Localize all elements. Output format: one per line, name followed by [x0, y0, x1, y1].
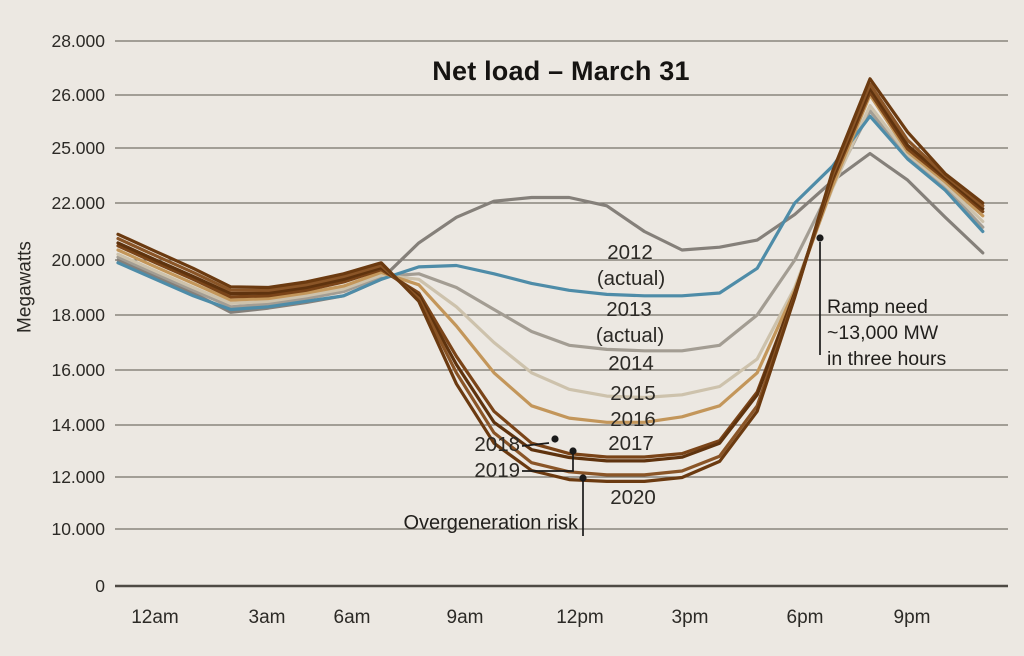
y-tick-label: 18.000 — [51, 305, 105, 325]
ramp-annotation-line: in three hours — [827, 348, 947, 370]
series-label-2014: 2014 — [608, 352, 654, 375]
y-tick-label: 20.000 — [51, 250, 105, 270]
y-tick-label: 14.000 — [51, 415, 105, 435]
series-label-2013-actual: (actual) — [595, 324, 665, 347]
x-tick-label: 6pm — [786, 607, 824, 628]
marker-dot-2020 — [579, 474, 587, 482]
x-tick-label: 3pm — [671, 607, 709, 628]
series-label-2015: 2015 — [610, 382, 656, 405]
marker-dot-ramp — [816, 234, 824, 242]
ramp-annotation: Ramp need ~13,000 MW in three hours — [827, 294, 997, 372]
x-tick-label: 12am — [131, 607, 179, 628]
ramp-annotation-line: Ramp need — [827, 296, 928, 318]
series-label-2016: 2016 — [610, 408, 656, 431]
y-tick-label: 28.000 — [51, 31, 105, 51]
x-tick-label: 9pm — [893, 607, 931, 628]
series-label-2020: 2020 — [610, 486, 656, 509]
callout-line-2018 — [521, 442, 550, 447]
y-axis-title: Megawatts — [14, 241, 36, 333]
x-tick-label: 6am — [333, 607, 371, 628]
series-label-2012-actual: (actual) — [596, 267, 666, 290]
x-tick-label: 9am — [446, 607, 484, 628]
series-label-2019: 2019 — [474, 459, 520, 482]
y-tick-label: 16.000 — [51, 360, 105, 380]
x-tick-label: 12pm — [556, 607, 604, 628]
y-tick-label: 0 — [95, 576, 105, 596]
chart-title: Net load – March 31 — [432, 56, 690, 86]
y-tick-label: 12.000 — [51, 467, 105, 487]
y-tick-label: 22.000 — [51, 193, 105, 213]
series-label-2012: 2012 — [607, 241, 653, 264]
y-tick-label: 26.000 — [51, 85, 105, 105]
y-tick-label: 10.000 — [51, 519, 105, 539]
series-label-2018: 2018 — [474, 433, 520, 456]
y-tick-label: 25.000 — [51, 138, 105, 158]
series-line-2020 — [116, 77, 985, 483]
overgeneration-annotation: Overgeneration risk — [403, 512, 578, 534]
series-label-2017: 2017 — [608, 432, 654, 455]
series-label-2013: 2013 — [606, 298, 652, 321]
marker-dot-2019 — [569, 447, 577, 455]
x-tick-label: 3am — [248, 607, 286, 628]
series-line-2016 — [116, 93, 985, 424]
ramp-annotation-line: ~13,000 MW — [827, 322, 939, 344]
callout-line-2019 — [522, 454, 574, 472]
marker-dot-2018 — [551, 435, 559, 443]
